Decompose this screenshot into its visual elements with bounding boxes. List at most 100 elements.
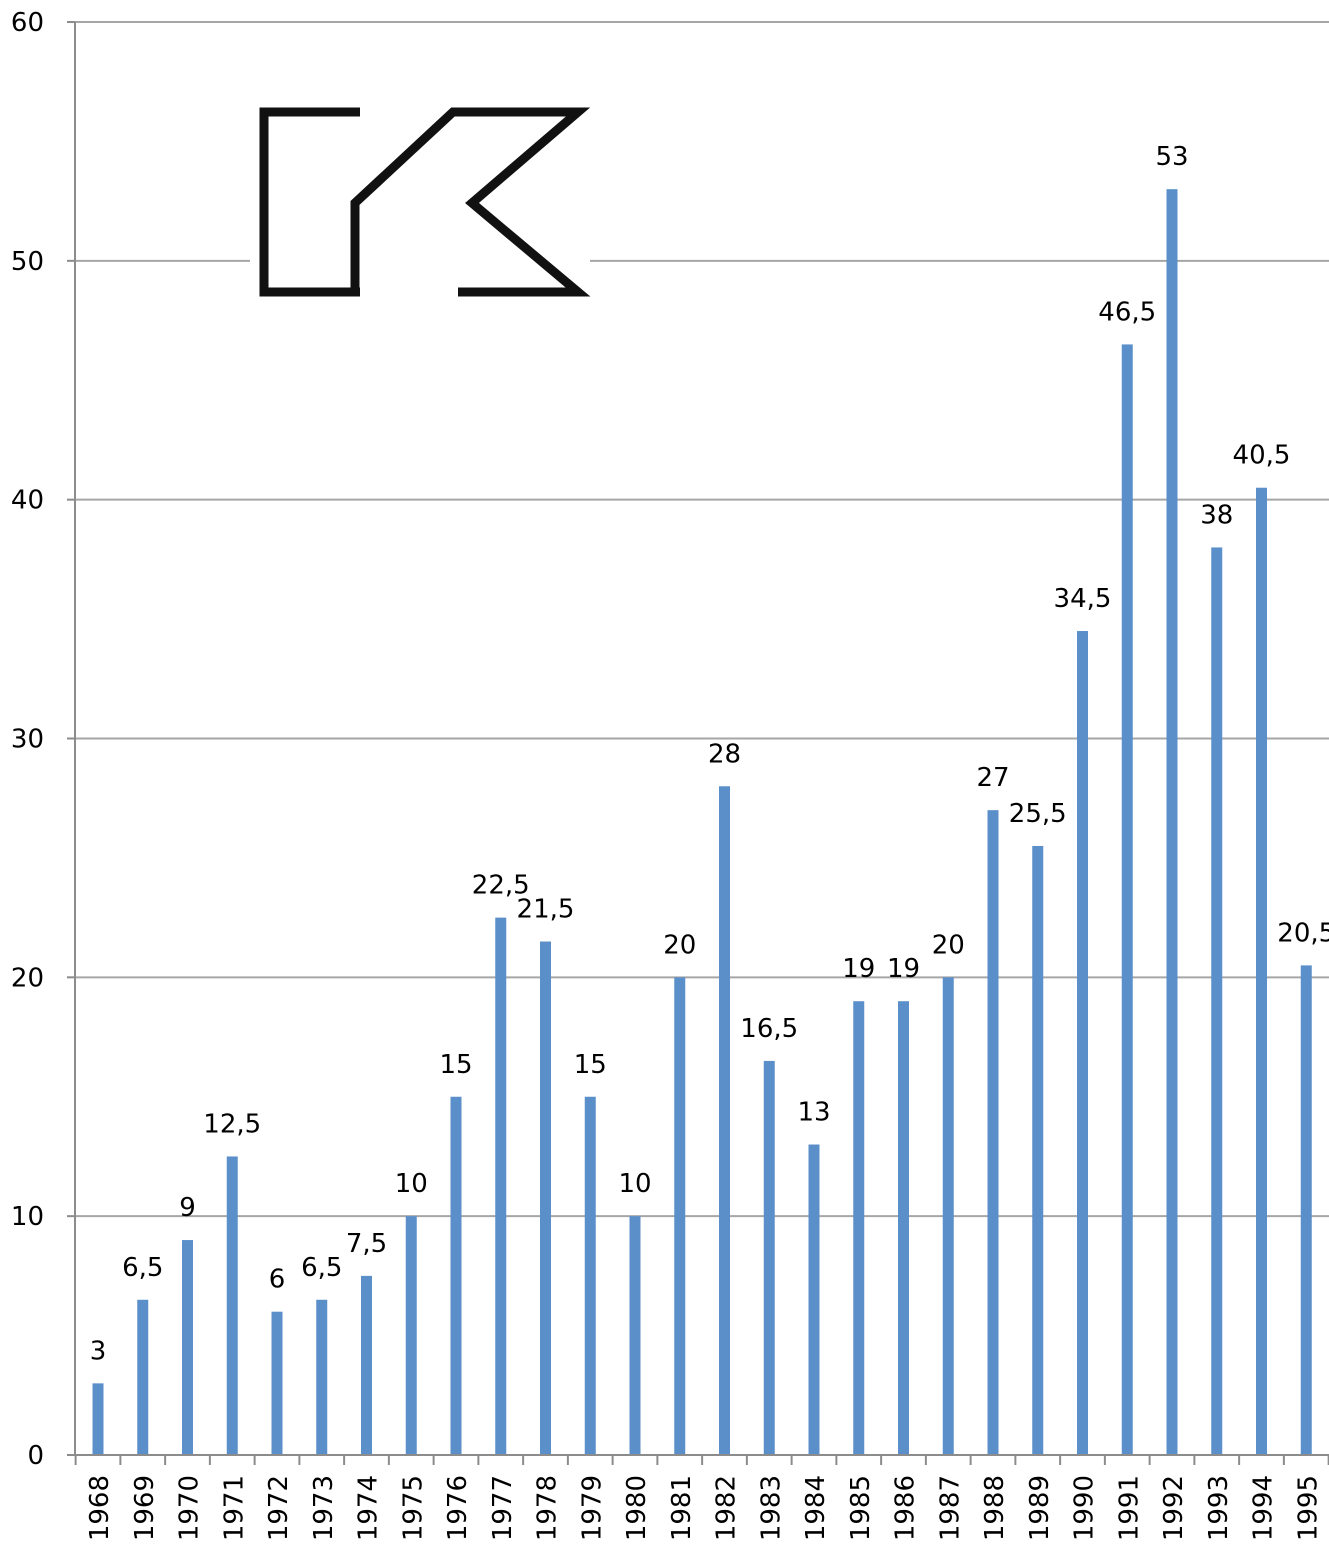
x-tick-label-1988: 1988 [980, 1475, 1010, 1541]
x-axis-tick-labels: 1968 1969 1970 1971 1972 1973 1974 1975 1976 1977… [85, 1475, 1323, 1541]
data-label-1975: 10 [395, 1169, 428, 1199]
data-label-1995: 20,5 [1277, 918, 1329, 948]
data-label-1983: 16,5 [740, 1014, 798, 1044]
bar-1974 [361, 1275, 372, 1455]
x-tick-label-1981: 1981 [667, 1475, 697, 1541]
x-tick-label-1980: 1980 [622, 1475, 652, 1541]
bar-1970 [182, 1240, 193, 1455]
bar-1972 [271, 1311, 283, 1455]
data-label-1970: 9 [179, 1193, 196, 1223]
bar-1979 [584, 1096, 596, 1455]
data-label-1989: 25,5 [1009, 799, 1067, 829]
bar-1981 [674, 977, 686, 1455]
x-tick-label-1989: 1989 [1025, 1475, 1055, 1541]
data-label-1978: 21,5 [517, 895, 575, 925]
bar-1992 [1166, 189, 1178, 1455]
bar-1969 [137, 1299, 149, 1455]
x-tick-label-1978: 1978 [533, 1475, 563, 1541]
bar-1985 [853, 1001, 865, 1455]
bar-1983 [763, 1060, 775, 1455]
x-tick-label-1968: 1968 [85, 1475, 115, 1541]
y-tick-label-20: 20 [11, 963, 44, 993]
bar-1975 [405, 1216, 417, 1455]
bar-1982 [719, 786, 730, 1455]
x-tick-label-1995: 1995 [1293, 1475, 1323, 1541]
logo-center-stroke [350, 107, 591, 297]
data-label-1971: 12,5 [203, 1109, 261, 1139]
data-label-1987: 20 [932, 930, 965, 960]
bar-1991 [1121, 344, 1133, 1455]
x-tick-label-1969: 1969 [130, 1475, 160, 1541]
x-tick-label-1986: 1986 [891, 1475, 921, 1541]
x-tick-label-1984: 1984 [801, 1475, 831, 1541]
data-label-1984: 13 [797, 1098, 830, 1128]
data-label-1986: 19 [887, 954, 920, 984]
x-tick-label-1982: 1982 [712, 1475, 742, 1541]
x-tick-label-1994: 1994 [1249, 1475, 1279, 1541]
x-tick-label-1971: 1971 [219, 1475, 249, 1541]
x-tick-label-1973: 1973 [309, 1475, 339, 1541]
bar-1984 [808, 1144, 820, 1455]
bar-1980 [629, 1216, 641, 1455]
bar-1990 [1077, 631, 1088, 1455]
y-tick-label-30: 30 [11, 725, 44, 755]
data-label-1993: 38 [1200, 500, 1233, 530]
data-label-1990: 34,5 [1054, 584, 1112, 614]
k-mark-logo [250, 95, 591, 310]
y-axis-tick-labels: 0 10 20 30 40 50 60 [11, 8, 44, 1471]
axes [67, 21, 1329, 1465]
y-tick-label-60: 60 [11, 8, 44, 38]
x-tick-label-1972: 1972 [264, 1475, 294, 1541]
logo-background [250, 95, 590, 310]
bar-1986 [898, 1001, 909, 1455]
x-tick-label-1979: 1979 [577, 1475, 607, 1541]
data-label-1980: 10 [618, 1169, 651, 1199]
y-tick-label-50: 50 [11, 247, 44, 277]
x-tick-label-1977: 1977 [488, 1475, 518, 1541]
x-tick-label-1993: 1993 [1204, 1475, 1234, 1541]
logo-left-bracket [259, 107, 360, 297]
bar-1968 [92, 1383, 104, 1455]
bar-1987 [942, 977, 954, 1455]
data-label-1981: 20 [663, 930, 696, 960]
bars [92, 189, 1312, 1456]
y-tick-label-10: 10 [11, 1202, 44, 1232]
bar-1973 [316, 1299, 328, 1455]
x-tick-label-1991: 1991 [1114, 1475, 1144, 1541]
data-label-1972: 6 [269, 1265, 286, 1295]
data-label-1976: 15 [439, 1050, 472, 1080]
data-label-1968: 3 [90, 1336, 107, 1366]
data-label-1985: 19 [842, 954, 875, 984]
x-tick-label-1970: 1970 [175, 1475, 205, 1541]
bar-1978 [540, 941, 551, 1455]
y-tick-label-0: 0 [27, 1441, 44, 1471]
bar-1995 [1300, 965, 1312, 1455]
bar-1994 [1256, 487, 1267, 1456]
x-tick-label-1976: 1976 [443, 1475, 473, 1541]
data-label-1992: 53 [1155, 142, 1188, 172]
bar-1971 [226, 1156, 238, 1455]
bar-1976 [450, 1096, 462, 1455]
bar-1989 [1032, 845, 1044, 1455]
x-tick-label-1974: 1974 [354, 1475, 384, 1541]
bar-1977 [495, 917, 507, 1455]
x-tick-label-1990: 1990 [1070, 1475, 1100, 1541]
x-tick-label-1983: 1983 [756, 1475, 786, 1541]
x-tick-label-1975: 1975 [398, 1475, 428, 1541]
bar-1988 [987, 810, 999, 1455]
x-tick-label-1985: 1985 [846, 1475, 876, 1541]
y-tick-label-40: 40 [11, 486, 44, 516]
data-label-1977: 22,5 [472, 871, 530, 901]
data-label-1973: 6,5 [301, 1253, 342, 1283]
data-label-1991: 46,5 [1098, 297, 1156, 327]
x-tick-label-1987: 1987 [935, 1475, 965, 1541]
data-label-1969: 6,5 [122, 1253, 163, 1283]
data-label-1988: 27 [976, 763, 1009, 793]
data-label-1979: 15 [574, 1050, 607, 1080]
data-label-1994: 40,5 [1233, 441, 1291, 471]
x-tick-label-1992: 1992 [1159, 1475, 1189, 1541]
bar-1993 [1211, 547, 1223, 1455]
data-label-1974: 7,5 [346, 1229, 387, 1259]
